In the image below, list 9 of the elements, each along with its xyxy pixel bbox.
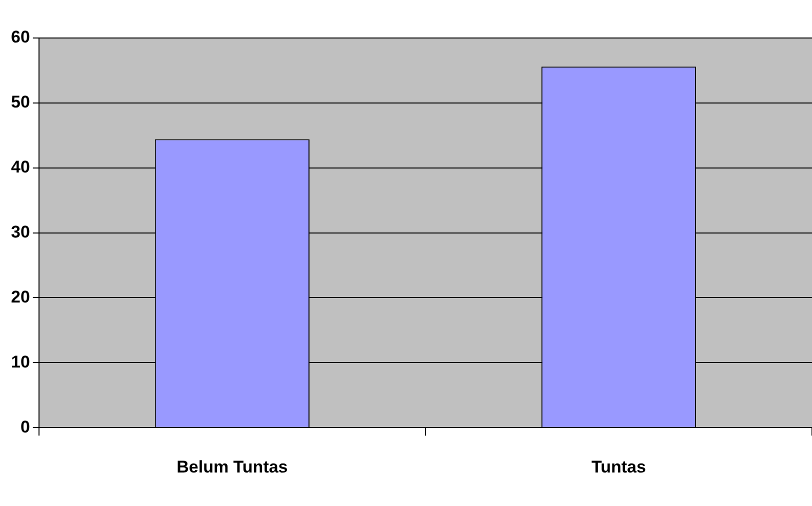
x-tick-label: Belum Tuntas (176, 457, 288, 476)
y-tick-label: 30 (10, 222, 30, 242)
y-tick-label: 0 (20, 417, 30, 436)
y-tick-label: 40 (10, 158, 30, 177)
x-tick-label: Tuntas (591, 457, 646, 476)
y-tick-label: 50 (10, 92, 30, 112)
y-tick-label: 60 (10, 28, 30, 47)
y-tick-label: 10 (10, 352, 30, 372)
y-tick-label: 20 (10, 287, 30, 306)
